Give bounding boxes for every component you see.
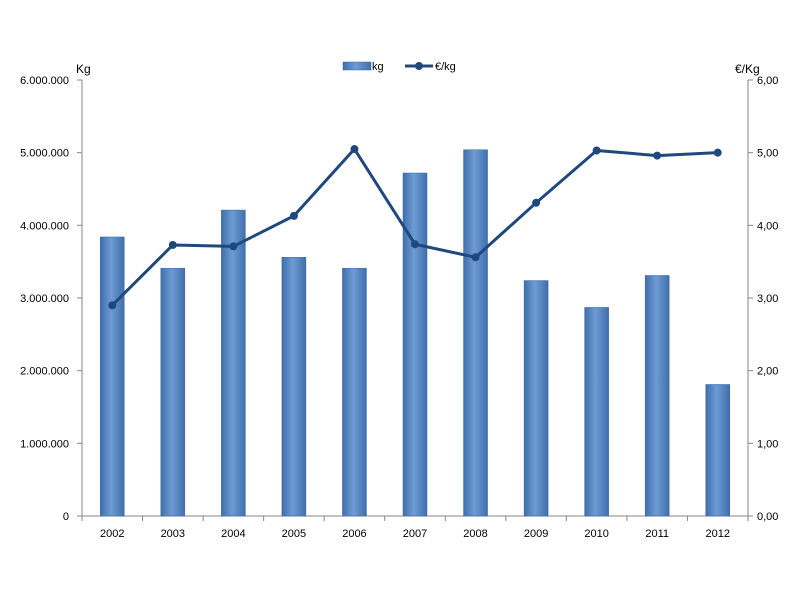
left-tick-label: 4.000.000	[20, 220, 69, 232]
right-tick-label: 4,00	[757, 220, 778, 232]
price-point-2002	[108, 301, 117, 310]
bar-2008	[463, 149, 488, 517]
x-tick-label: 2006	[342, 528, 366, 540]
x-tick-label: 2003	[161, 528, 185, 540]
left-tick-label: 6.000.000	[20, 75, 69, 87]
legend: kg €/kg	[342, 61, 456, 73]
price-point-2004	[229, 242, 238, 251]
bar-2010	[584, 307, 609, 517]
right-axis-title: €/Kg	[735, 62, 760, 76]
bar-2009	[523, 280, 549, 517]
price-point-2010	[592, 146, 601, 155]
price-point-2009	[532, 198, 541, 207]
left-tick-label: 3.000.000	[20, 293, 69, 305]
right-tick-label: 1,00	[757, 438, 778, 450]
bar-2003	[160, 267, 186, 517]
bar-2012	[705, 384, 730, 517]
price-point-2005	[289, 211, 298, 220]
x-tick-label: 2004	[221, 528, 245, 540]
bar-series	[100, 149, 730, 517]
x-tick-label: 2008	[463, 528, 487, 540]
price-point-2006	[350, 145, 359, 154]
left-tick-label: 0	[63, 511, 69, 523]
right-tick-label: 6,00	[757, 75, 778, 87]
bar-2005	[281, 257, 307, 517]
right-tick-label: 3,00	[757, 293, 778, 305]
price-point-2012	[713, 148, 722, 157]
right-tick-label: 0,00	[757, 511, 778, 523]
x-tick-label: 2010	[584, 528, 608, 540]
price-point-2003	[168, 240, 177, 249]
bar-2004	[221, 209, 246, 517]
left-axis-title: Kg	[76, 62, 91, 76]
legend-label-kg: kg	[372, 61, 384, 73]
bar-2007	[402, 172, 428, 517]
price-point-2007	[411, 240, 419, 249]
x-tick-label: 2007	[403, 528, 427, 540]
x-tick-label: 2009	[524, 528, 548, 540]
x-tick-label: 2011	[645, 528, 669, 540]
bar-2002	[100, 236, 125, 517]
right-tick-label: 5,00	[757, 148, 778, 160]
left-tick-label: 1.000.000	[20, 438, 69, 450]
x-tick-label: 2012	[705, 528, 729, 540]
left-tick-label: 2.000.000	[20, 366, 69, 378]
price-point-2011	[653, 151, 662, 160]
price-point-2008	[471, 253, 480, 262]
axis-labels: 0 1.000.000 2.000.000 3.000.000 4.000.000 5.0…	[20, 62, 778, 540]
x-tick-label: 2002	[100, 528, 124, 540]
x-tick-label: 2005	[282, 528, 306, 540]
legend-swatch-kg	[342, 61, 372, 71]
line-series	[108, 145, 722, 310]
bar-2011	[644, 275, 670, 517]
legend-swatch-price-marker	[415, 62, 423, 70]
legend-label-price: €/kg	[435, 61, 456, 73]
bar-2006	[342, 267, 367, 517]
left-tick-label: 5.000.000	[20, 148, 69, 160]
right-tick-label: 2,00	[757, 366, 778, 378]
